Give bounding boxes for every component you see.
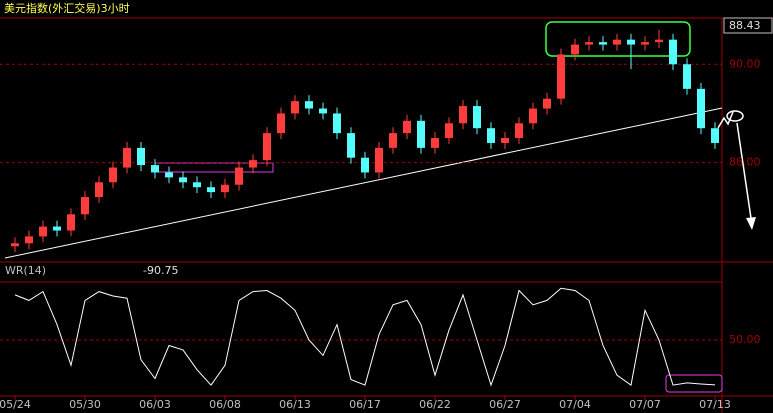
indicator-line bbox=[14, 287, 716, 387]
candle-body bbox=[165, 172, 173, 178]
candle-body bbox=[361, 157, 369, 173]
candle-body bbox=[347, 133, 355, 158]
marker bbox=[726, 110, 744, 122]
candle-body bbox=[627, 39, 635, 45]
candle-body bbox=[613, 39, 621, 45]
candle-body bbox=[599, 42, 607, 45]
candle-body bbox=[95, 182, 103, 198]
candle-body bbox=[277, 113, 285, 134]
candle-body bbox=[291, 101, 299, 114]
range-box bbox=[545, 21, 691, 57]
projection bbox=[717, 111, 734, 129]
x-tick-label: 06/08 bbox=[209, 398, 241, 411]
x-tick-label: 05/24 bbox=[0, 398, 31, 411]
candle-body bbox=[585, 42, 593, 45]
candle-body bbox=[487, 128, 495, 143]
candle-body bbox=[207, 187, 215, 193]
candle-body bbox=[263, 133, 271, 161]
y-tick-label: 90.00 bbox=[729, 57, 761, 70]
candle-body bbox=[571, 44, 579, 55]
candle-body bbox=[403, 120, 411, 134]
x-tick-label: 06/17 bbox=[349, 398, 381, 411]
range-box bbox=[665, 374, 723, 393]
candle-body bbox=[557, 54, 565, 99]
candle-body bbox=[137, 147, 145, 166]
candle-body bbox=[543, 98, 551, 109]
candle-body bbox=[53, 226, 61, 231]
candle-body bbox=[305, 101, 313, 109]
candle-body bbox=[459, 106, 467, 124]
candle-body bbox=[501, 138, 509, 143]
price-box bbox=[723, 17, 773, 34]
candle-body bbox=[333, 113, 341, 134]
candle-body bbox=[179, 177, 187, 183]
x-tick-label: 06/22 bbox=[419, 398, 451, 411]
x-tick-label: 06/27 bbox=[489, 398, 521, 411]
candle-body bbox=[711, 128, 719, 143]
candle-body bbox=[445, 123, 453, 139]
x-tick-label: 07/04 bbox=[559, 398, 591, 411]
arrow-head bbox=[746, 217, 756, 230]
candle-body bbox=[529, 108, 537, 124]
candle-body bbox=[249, 160, 257, 168]
candle-body bbox=[221, 184, 229, 193]
candle-body bbox=[319, 108, 327, 114]
candle-body bbox=[431, 138, 439, 148]
candle-body bbox=[193, 182, 201, 188]
candle-body bbox=[697, 88, 705, 129]
candle-body bbox=[669, 39, 677, 65]
indicator-value: -90.75 bbox=[143, 264, 178, 277]
trend-line bbox=[4, 107, 723, 259]
candle-body bbox=[81, 197, 89, 215]
candle-body bbox=[683, 64, 691, 89]
x-tick-label: 07/13 bbox=[699, 398, 731, 411]
candle-body bbox=[123, 147, 131, 168]
candle-body bbox=[151, 165, 159, 173]
candle-body bbox=[641, 42, 649, 45]
candle-body bbox=[389, 133, 397, 148]
candle-body bbox=[655, 39, 663, 43]
x-tick-label: 06/13 bbox=[279, 398, 311, 411]
x-tick-label: 07/07 bbox=[629, 398, 661, 411]
candle-body bbox=[67, 214, 75, 231]
candle-body bbox=[109, 167, 117, 183]
candle-body bbox=[375, 147, 383, 173]
last-price: 88.43 bbox=[729, 19, 761, 32]
arrow bbox=[736, 122, 753, 226]
candle-body bbox=[235, 167, 243, 185]
candle-body bbox=[11, 243, 19, 247]
x-tick-label: 05/30 bbox=[69, 398, 101, 411]
y-tick-label: 88.00 bbox=[729, 156, 761, 169]
candle-body bbox=[515, 123, 523, 139]
candle-body bbox=[417, 120, 425, 148]
chart-title: 美元指数(外汇交易)3小时 bbox=[4, 1, 130, 15]
x-tick-label: 06/03 bbox=[139, 398, 171, 411]
indicator-title: WR(14) bbox=[5, 264, 46, 277]
y-tick-label: 50.00 bbox=[729, 333, 761, 346]
candle-body bbox=[25, 236, 33, 244]
candle-body bbox=[39, 226, 47, 237]
candle-body bbox=[473, 106, 481, 129]
